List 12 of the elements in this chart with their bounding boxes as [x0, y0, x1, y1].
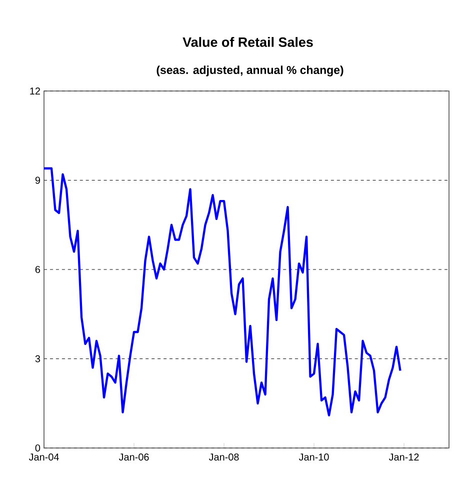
- chart-subtitle: (seas. adjusted, annual % change): [156, 66, 344, 76]
- x-tick-label: Jan-10: [298, 454, 329, 461]
- y-tick-label: 9: [35, 176, 40, 184]
- y-tick-label: 0: [35, 444, 40, 452]
- x-tick-label: Jan-12: [388, 454, 419, 461]
- y-tick-label: 6: [35, 266, 40, 274]
- y-tick-label: 3: [35, 355, 40, 362]
- x-tick-label: Jan-08: [208, 454, 239, 461]
- x-tick-label: Jan-06: [118, 454, 149, 461]
- y-tick-label: 12: [30, 88, 40, 94]
- x-tick-label: Jan-04: [28, 454, 59, 461]
- chart-title: Value of Retail Sales: [182, 37, 313, 47]
